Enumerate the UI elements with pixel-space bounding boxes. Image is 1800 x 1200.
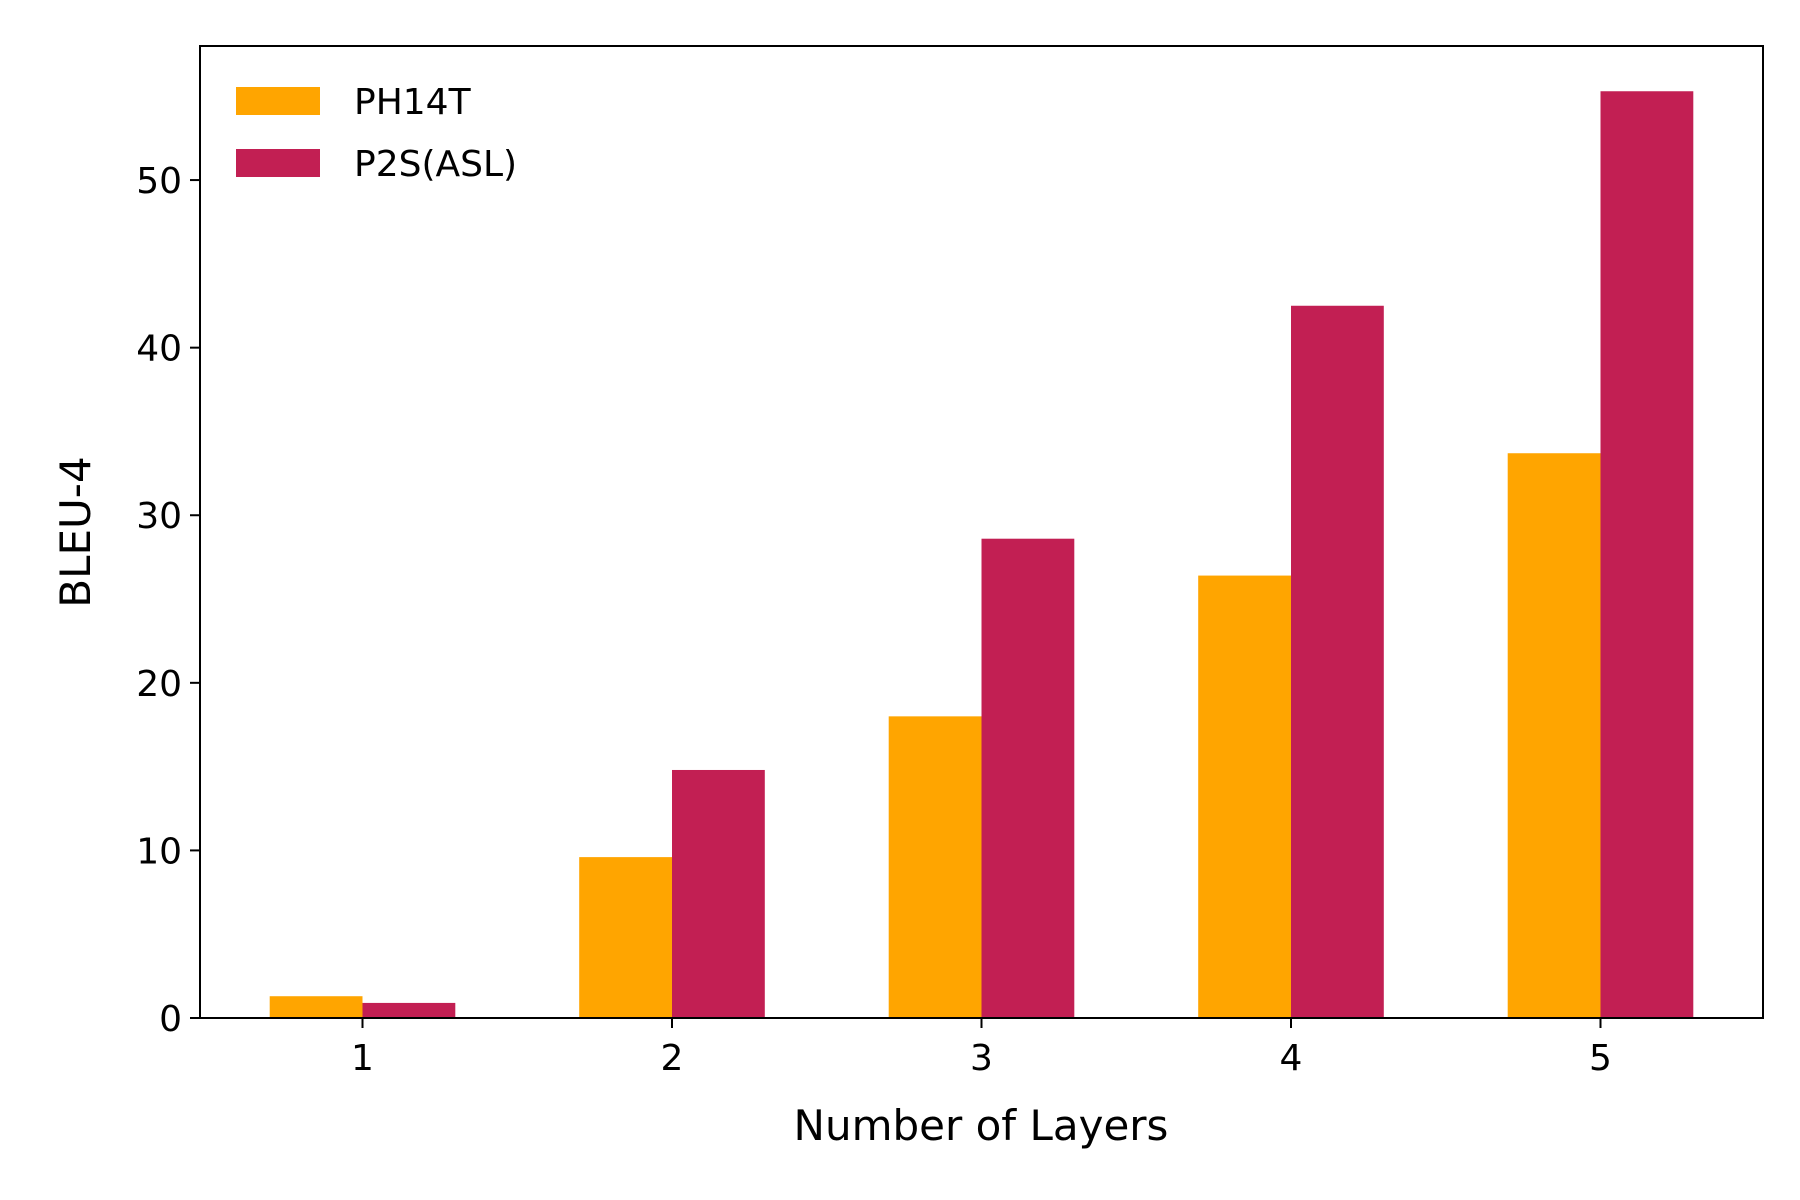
x-axis-label: Number of Layers — [794, 1101, 1169, 1150]
legend-swatch — [236, 87, 320, 115]
plot-frame — [199, 45, 1764, 1019]
y-axis-ticks: 0 10 20 30 40 50 — [136, 161, 200, 1040]
bars-group — [269, 91, 1694, 1018]
x-tick-label: 4 — [1280, 1038, 1303, 1079]
bar-ph14t-2 — [579, 857, 672, 1018]
y-tick-label: 0 — [159, 999, 182, 1040]
x-tick-label: 2 — [661, 1038, 684, 1079]
x-tick-label: 3 — [970, 1038, 993, 1079]
bar-p2s-asl-1 — [362, 1002, 456, 1018]
bar-p2s-asl-3 — [981, 538, 1075, 1018]
bar-p2s-asl-5 — [1600, 91, 1694, 1018]
bar-ph14t-5 — [1507, 453, 1601, 1018]
y-tick-label: 30 — [136, 496, 182, 537]
x-tick-label: 1 — [351, 1038, 374, 1079]
legend: PH14T P2S(ASL) — [236, 82, 517, 185]
legend-swatch — [236, 149, 320, 177]
y-axis-label: BLEU-4 — [51, 456, 100, 607]
legend-label: P2S(ASL) — [354, 144, 517, 185]
y-tick-label: 20 — [136, 664, 182, 705]
y-tick-label: 40 — [136, 329, 182, 370]
bar-ph14t-1 — [269, 996, 363, 1018]
y-tick-label: 50 — [136, 161, 182, 202]
bar-p2s-asl-2 — [672, 769, 765, 1018]
legend-label: PH14T — [354, 82, 472, 123]
bar-p2s-asl-4 — [1291, 305, 1384, 1018]
x-axis-ticks: 1 2 3 4 5 — [351, 1018, 1612, 1079]
y-tick-label: 10 — [136, 831, 182, 872]
bar-ph14t-3 — [888, 716, 982, 1018]
x-tick-label: 5 — [1589, 1038, 1612, 1079]
bar-ph14t-4 — [1198, 575, 1291, 1018]
